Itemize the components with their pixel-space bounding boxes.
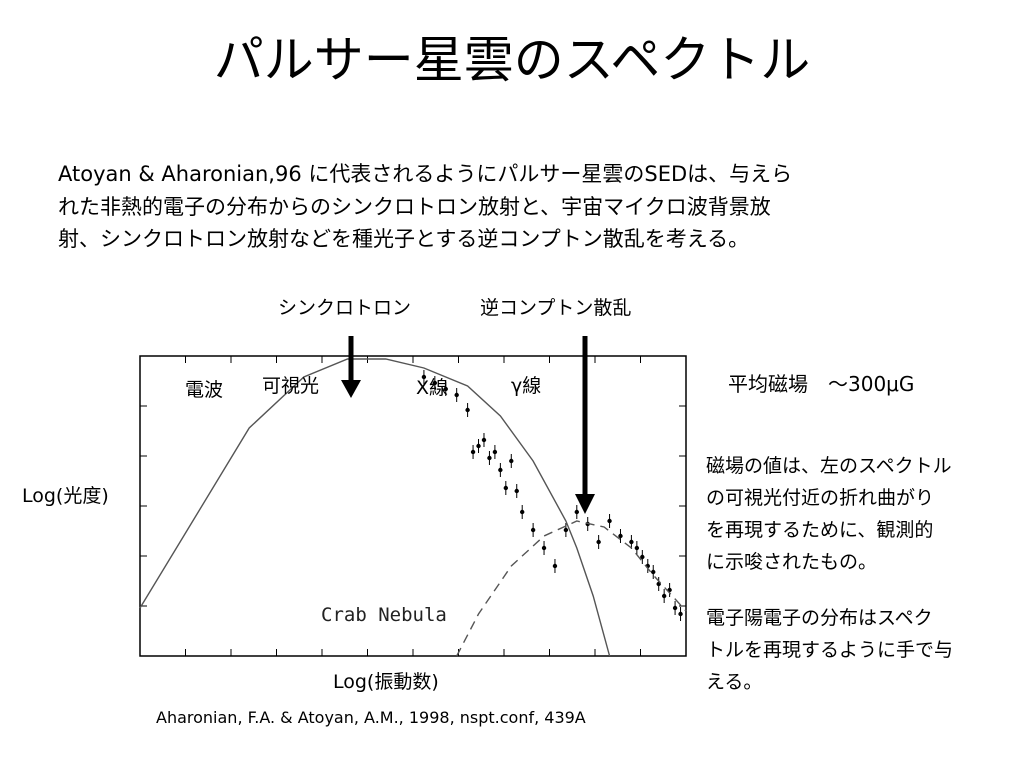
note-line: える。 (706, 671, 763, 693)
band-label-xray: X線 (416, 377, 448, 399)
inverse-compton-arrow-head (575, 494, 595, 514)
data-point (432, 380, 438, 386)
axis-ticks (140, 356, 686, 656)
data-point (421, 374, 427, 380)
data-point (470, 449, 476, 455)
band-label-radio: 電波 (185, 379, 223, 401)
data-point (520, 509, 525, 515)
note-line: 磁場の値は、左のスペクトル (706, 455, 952, 477)
data-point (492, 449, 498, 455)
citation: Aharonian, F.A. & Atoyan, A.M., 1998, ns… (156, 708, 586, 727)
data-point (607, 518, 612, 524)
data-point (454, 392, 459, 398)
intro-line: Atoyan & Aharonian,96 に代表されるようにパルサー星雲のSE… (58, 162, 793, 186)
intro-line: 射、シンクロトロン放射などを種光子とする逆コンプトン散乱を考える。 (58, 227, 750, 251)
data-point (476, 443, 481, 449)
data-point (651, 569, 656, 575)
x-axis-label: Log(振動数) (333, 671, 439, 693)
note-line: 電子陽電子の分布はスペク (706, 607, 933, 629)
band-label-gamma: γ線 (511, 375, 541, 397)
slide-title: パルサー星雲のスペクトル (213, 31, 811, 89)
inverse-compton-label: 逆コンプトン散乱 (480, 297, 632, 319)
note-line: の可視光付近の折れ曲がり (706, 487, 935, 509)
data-point (672, 605, 678, 611)
data-point (596, 539, 601, 545)
data-point (503, 485, 509, 491)
electron-distribution-note: 電子陽電子の分布はスペク トルを再現するように手で与 える。 (706, 602, 1018, 698)
data-point (443, 386, 448, 392)
data-point (514, 488, 519, 494)
data-point (487, 455, 492, 461)
data-point (640, 554, 645, 560)
intro-line: れた非熱的電子の分布からのシンクロトロン放射と、宇宙マイクロ波背景放 (58, 194, 771, 219)
intro-text: Atoyan & Aharonian,96 に代表されるようにパルサー星雲のSE… (58, 158, 988, 256)
data-point (481, 437, 487, 443)
data-point (498, 467, 503, 473)
inverse-compton-curve (456, 520, 687, 657)
data-point (509, 458, 514, 464)
data-point (530, 527, 536, 533)
plot-frame (139, 355, 687, 657)
data-point (465, 407, 470, 413)
note-line: を再現するために、観測的 (706, 519, 934, 541)
data-point (678, 611, 683, 617)
band-label-optical: 可視光 (262, 375, 319, 397)
synchrotron-curve (139, 358, 611, 657)
observation-points (421, 370, 683, 621)
data-point (563, 527, 569, 533)
magnetic-field-explanation: 磁場の値は、左のスペクトル の可視光付近の折れ曲がり を再現するために、観測的 … (706, 450, 1018, 578)
data-point (629, 539, 634, 545)
data-point (574, 509, 579, 515)
data-point (618, 533, 623, 539)
data-point (552, 563, 558, 569)
data-point (634, 545, 640, 551)
magnetic-field-note: 平均磁場 ～300μG (728, 372, 915, 396)
data-point (661, 593, 667, 599)
synchrotron-arrow-head (341, 380, 361, 398)
data-point (541, 545, 547, 551)
note-line: トルを再現するように手で与 (706, 639, 954, 661)
synchrotron-label: シンクロトロン (278, 297, 412, 319)
chart-annotation: Crab Nebula (321, 604, 447, 626)
note-line: に示唆されたもの。 (706, 551, 878, 573)
y-axis-label: Log(光度) (22, 485, 109, 507)
